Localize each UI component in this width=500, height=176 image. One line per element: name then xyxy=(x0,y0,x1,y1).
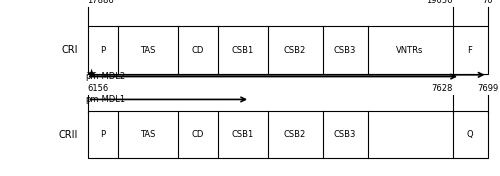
Text: CSB2: CSB2 xyxy=(284,130,306,139)
Text: CD: CD xyxy=(192,130,203,139)
Text: CD: CD xyxy=(192,46,203,55)
Text: CSB3: CSB3 xyxy=(334,130,356,139)
Text: P: P xyxy=(100,130,105,139)
Text: 7699: 7699 xyxy=(477,84,498,93)
Bar xyxy=(88,26,488,74)
Text: ★: ★ xyxy=(85,68,96,81)
Text: 17886: 17886 xyxy=(88,0,114,5)
Text: CSB2: CSB2 xyxy=(284,46,306,55)
Text: TAS: TAS xyxy=(140,46,155,55)
Text: CRI: CRI xyxy=(61,45,78,55)
Text: 7628: 7628 xyxy=(431,84,452,93)
Text: VNTRs: VNTRs xyxy=(396,46,423,55)
Text: P: P xyxy=(100,46,105,55)
Bar xyxy=(88,111,488,158)
Text: Q: Q xyxy=(466,130,473,139)
Text: pm-MDL1: pm-MDL1 xyxy=(85,95,125,104)
Text: CSB1: CSB1 xyxy=(232,46,254,55)
Text: CSB1: CSB1 xyxy=(232,130,254,139)
Text: pm-MDL2: pm-MDL2 xyxy=(85,72,125,81)
Text: TAS: TAS xyxy=(140,130,155,139)
Text: 6156: 6156 xyxy=(88,84,109,93)
Text: CRII: CRII xyxy=(58,130,78,140)
Text: F: F xyxy=(468,46,472,55)
Text: 70: 70 xyxy=(482,0,493,5)
Text: 19036: 19036 xyxy=(426,0,452,5)
Text: CSB3: CSB3 xyxy=(334,46,356,55)
